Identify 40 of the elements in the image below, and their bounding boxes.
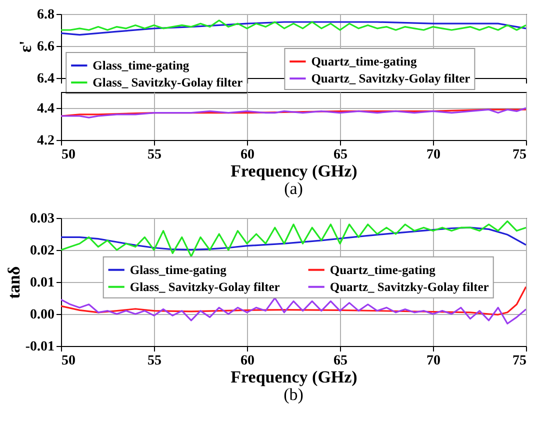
text: (a) bbox=[284, 179, 303, 198]
x-tick-label: 65 bbox=[334, 148, 348, 162]
x-tick-label: 65 bbox=[334, 354, 348, 368]
x-tick-label: 50 bbox=[62, 354, 76, 368]
y-tick-label: 0.01 bbox=[30, 276, 54, 290]
line-series bbox=[61, 20, 526, 31]
x-axis-title: Frequency (GHz) bbox=[230, 368, 358, 386]
x-tick-label: 55 bbox=[148, 148, 162, 162]
x-tick-label: 75 bbox=[512, 148, 526, 162]
legend-label: Quartz_ Savitzky-Golay filter bbox=[311, 72, 471, 86]
y-tick-label: 0.03 bbox=[30, 212, 54, 226]
y-tick-label: 4.4 bbox=[37, 102, 54, 116]
y-tick-label: 0.02 bbox=[30, 244, 54, 258]
line-series bbox=[61, 21, 526, 36]
x-tick-label: 75 bbox=[512, 354, 526, 368]
y-tick-label: -0.01 bbox=[25, 340, 54, 354]
legend-label: Glass_time-gating bbox=[130, 262, 228, 277]
text: (b) bbox=[284, 385, 304, 404]
line-series bbox=[61, 226, 526, 250]
line-series bbox=[61, 297, 526, 324]
x-tick-label: 70 bbox=[426, 148, 440, 162]
x-axis-title: Frequency (GHz) bbox=[230, 162, 358, 180]
y-tick-label: 4.2 bbox=[37, 134, 54, 148]
x-tick-label: 70 bbox=[426, 354, 440, 368]
legend-label: Glass_time-gating bbox=[92, 58, 190, 72]
x-tick-label: 60 bbox=[240, 148, 254, 162]
legend-label: Glass_ Savitzky-Golay filter bbox=[130, 280, 280, 294]
y-tick-label: 6.6 bbox=[37, 40, 54, 54]
legend-label: Quartz_time-gating bbox=[330, 262, 436, 277]
y-tick-label: 6.8 bbox=[37, 8, 54, 22]
x-tick-label: 60 bbox=[240, 354, 254, 368]
y-axis-title: tanδ bbox=[4, 266, 24, 299]
y-tick-label: 0.00 bbox=[30, 308, 54, 322]
y-axis-title: ε' bbox=[16, 40, 35, 52]
legend-label: Quartz_ Savitzky-Golay filter bbox=[330, 280, 490, 294]
legend-label: Quartz_time-gating bbox=[311, 54, 418, 68]
y-tick-label: 6.4 bbox=[37, 72, 54, 86]
legend-label: Glass_ Savitzky-Golay filter bbox=[92, 76, 244, 90]
x-tick-label: 50 bbox=[62, 148, 76, 162]
x-tick-label: 55 bbox=[148, 354, 162, 368]
